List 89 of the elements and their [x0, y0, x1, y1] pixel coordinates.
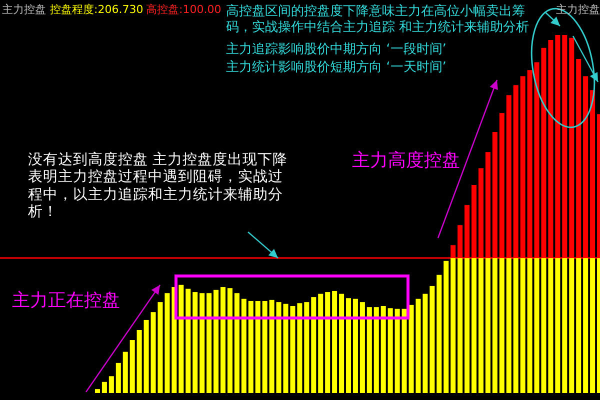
- bar: [458, 258, 463, 393]
- bar: [485, 152, 490, 258]
- text: 高控盘区间的控盘度下降意味主力在高位小幅卖出筹码，实战操作中结合主力追踪 和主力统计来辅助分析: [226, 4, 530, 36]
- bar: [311, 297, 316, 393]
- bar: [262, 300, 268, 393]
- bar: [366, 307, 372, 393]
- annotation: 主力统计影响股价短期方向 ‘一天时间’: [226, 60, 446, 76]
- bar: [304, 302, 310, 393]
- bar: [569, 258, 574, 393]
- bar: [548, 258, 554, 393]
- bar: [458, 225, 463, 258]
- bar: [450, 245, 456, 258]
- bar: [485, 258, 490, 393]
- bar: [178, 284, 184, 393]
- annotation: 主力追踪影响股价中期方向 ‘一段时间’: [226, 42, 446, 58]
- bar: [374, 307, 379, 393]
- bar: [136, 330, 142, 393]
- bar: [234, 293, 240, 393]
- bar: [513, 258, 518, 393]
- bar: [102, 382, 107, 393]
- bar: [555, 258, 560, 393]
- annotation: 没有达到高度控盘 主力控盘度出现下降表明主力控盘过程中遇到阻碍，实战过程中，以主力追踪和主力统计来辅助分析！: [28, 152, 289, 222]
- bar: [360, 302, 365, 393]
- bar: [464, 258, 470, 393]
- bar: [590, 90, 596, 258]
- bar: [590, 258, 596, 393]
- bar: [527, 258, 532, 393]
- bar: [583, 258, 588, 393]
- bar: [444, 260, 449, 393]
- bar: [576, 58, 582, 258]
- bar: [506, 258, 512, 393]
- bar: [450, 258, 456, 393]
- bar: [144, 320, 149, 393]
- bar: [206, 293, 212, 393]
- bar: [248, 300, 254, 393]
- bar: [520, 258, 526, 393]
- bar: [220, 287, 226, 393]
- bar: [214, 290, 219, 393]
- bar: [269, 300, 274, 393]
- bar: [394, 308, 400, 393]
- bar: [492, 132, 498, 258]
- bar: [186, 288, 191, 393]
- bar: [122, 352, 128, 393]
- bar: [388, 308, 393, 393]
- bar: [471, 185, 477, 258]
- bar: [325, 292, 330, 393]
- bar: [576, 258, 582, 393]
- bar: [430, 286, 435, 393]
- bar: [108, 376, 114, 393]
- bar: [478, 258, 484, 393]
- bar: [548, 40, 554, 258]
- bar: [297, 303, 302, 393]
- bar: [478, 168, 484, 258]
- bar: [339, 294, 344, 393]
- bar: [499, 113, 504, 258]
- bar: [346, 298, 352, 393]
- bar: [436, 274, 442, 393]
- text: 高控盘:100.00: [146, 3, 222, 16]
- bar: [464, 205, 470, 258]
- bar: [380, 306, 386, 393]
- bar: [520, 76, 526, 258]
- bar: [116, 362, 121, 393]
- bar: [200, 293, 205, 393]
- bar: [318, 294, 324, 393]
- bar: [562, 35, 568, 258]
- bar: [562, 258, 568, 393]
- bar: [569, 38, 574, 258]
- bar: [513, 85, 518, 258]
- bar: [241, 298, 246, 393]
- bar: [471, 258, 477, 393]
- bar: [332, 290, 338, 393]
- bar: [506, 95, 512, 258]
- bar: [130, 340, 135, 393]
- bar: [499, 258, 504, 393]
- annotation: 主力正在控盘: [12, 290, 120, 312]
- bar: [583, 76, 588, 258]
- bar: [227, 288, 232, 393]
- bar: [422, 294, 428, 393]
- bar: [492, 258, 498, 393]
- annotation: 主力高度控盘: [352, 150, 460, 172]
- bar: [527, 70, 532, 258]
- text: 控盘程度:206.730: [50, 3, 144, 16]
- bar: [555, 35, 560, 258]
- bar: [255, 300, 260, 393]
- bar: [192, 292, 198, 393]
- bar: [164, 293, 170, 393]
- bar: [352, 298, 358, 393]
- chart-title: 主力控盘: [2, 3, 46, 16]
- bar: [94, 389, 100, 393]
